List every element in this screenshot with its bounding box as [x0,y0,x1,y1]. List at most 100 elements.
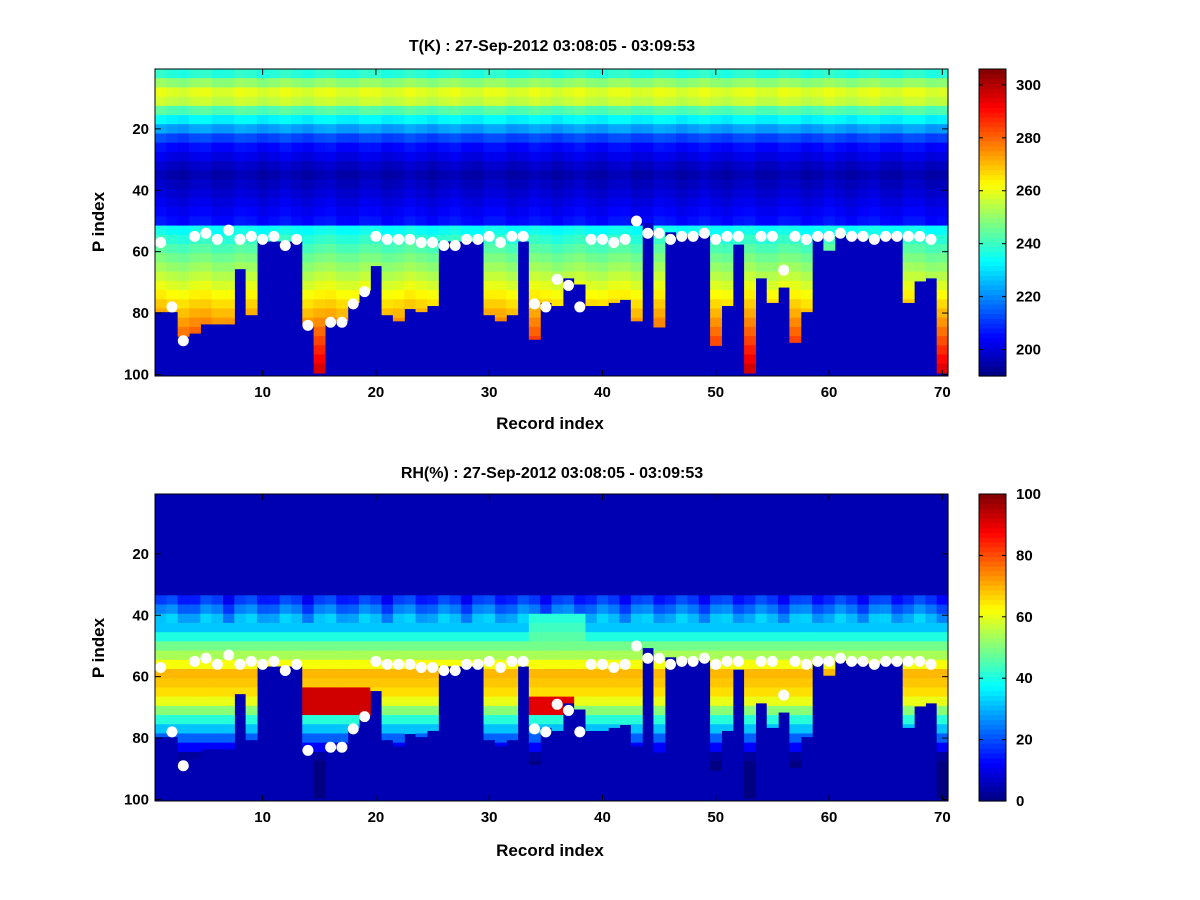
colorbar-swatch [979,700,1006,706]
surface-dot [381,658,393,670]
heatmap-cell [778,78,790,89]
heatmap-cell [925,678,938,689]
heatmap-cell [188,494,201,504]
heatmap-cell [256,124,269,135]
heatmap-cell [211,161,224,171]
heatmap-cell [596,216,609,227]
heatmap-cell [676,558,689,569]
heatmap-cell [608,280,621,291]
heatmap-cell [460,124,473,135]
heatmap-cell [562,668,575,679]
heatmap-cell [438,115,451,125]
heatmap-cell [710,715,723,725]
heatmap-cell [732,207,745,217]
heatmap-cell [313,161,326,171]
heatmap-cell [540,632,553,642]
heatmap-cell [551,659,564,670]
heatmap-cell [313,170,326,181]
heatmap-cell [574,595,587,606]
heatmap-cell [336,503,349,514]
heatmap-cell [302,78,315,89]
heatmap-cell [608,216,621,227]
heatmap-cell [494,197,507,208]
heatmap-cell [789,494,802,504]
heatmap-cell [936,336,949,346]
heatmap-cell [619,641,632,652]
heatmap-cell [880,188,892,199]
heatmap-cell [392,271,405,282]
heatmap-cell [766,207,779,217]
heatmap-cell [347,604,360,615]
heatmap-cell [460,622,473,633]
heatmap-cell [370,78,383,89]
heatmap-cell [188,622,201,633]
heatmap-cell [710,530,723,541]
heatmap-cell [381,613,394,624]
heatmap-cell [177,225,190,236]
heatmap-cell [324,549,337,560]
colorbar-swatch [979,270,1006,276]
heatmap-cell [222,133,235,144]
heatmap-cell [744,142,757,153]
heatmap-cell [188,742,201,753]
surface-dot [268,655,280,667]
heatmap-cell [460,207,473,217]
x-tick-label: 50 [707,809,724,826]
surface-dot [336,741,348,753]
heatmap-cell [358,687,371,698]
colorbar-swatch [979,738,1006,745]
heatmap-cell [732,650,745,661]
heatmap-cell [710,549,723,560]
heatmap-cell [211,253,224,264]
heatmap-cell [596,586,609,596]
heatmap-cell [177,78,190,89]
heatmap-cell [494,678,507,689]
heatmap-cell [188,280,201,291]
heatmap-cell [846,115,858,125]
heatmap-cell [540,280,553,291]
heatmap-cell [483,632,496,642]
heatmap-cell [664,586,677,596]
heatmap-cell [619,207,632,217]
colorbar-swatch [979,618,1006,625]
heatmap-cell [800,668,813,679]
heatmap-cell [324,595,337,606]
heatmap-cell [687,540,700,550]
heatmap-cell [279,170,292,181]
heatmap-cell [585,540,598,550]
heatmap-cell [336,69,349,79]
heatmap-cell [800,705,813,716]
colorbar-swatch [979,284,1006,291]
heatmap-cell [472,494,485,504]
heatmap-cell [472,96,485,107]
heatmap-cell [823,197,836,208]
heatmap-cell [155,540,167,550]
heatmap-cell [449,512,462,523]
heatmap-cell [188,558,201,569]
heatmap-cell [234,225,247,236]
heatmap-cell [540,540,553,550]
heatmap-cell [404,280,417,291]
heatmap-cell [551,280,564,291]
heatmap-cell [880,576,892,587]
heatmap-cell [313,253,326,264]
heatmap-cell [404,87,417,98]
heatmap-cell [211,197,224,208]
surface-dot [630,640,642,652]
heatmap-cell [234,105,247,116]
heatmap-cell [155,521,167,532]
heatmap-cell [506,724,519,735]
heatmap-cell [415,586,428,596]
heatmap-cell [936,751,949,762]
heatmap-cell [664,207,677,217]
colorbar-swatch [979,690,1006,697]
heatmap-cell [789,521,802,532]
heatmap-cell [245,540,258,550]
heatmap-cell [596,207,609,217]
heatmap-cell [222,96,235,107]
heatmap-cell [732,87,745,98]
heatmap-cell [528,613,541,624]
heatmap-cell [404,641,417,652]
heatmap-cell [732,503,745,514]
